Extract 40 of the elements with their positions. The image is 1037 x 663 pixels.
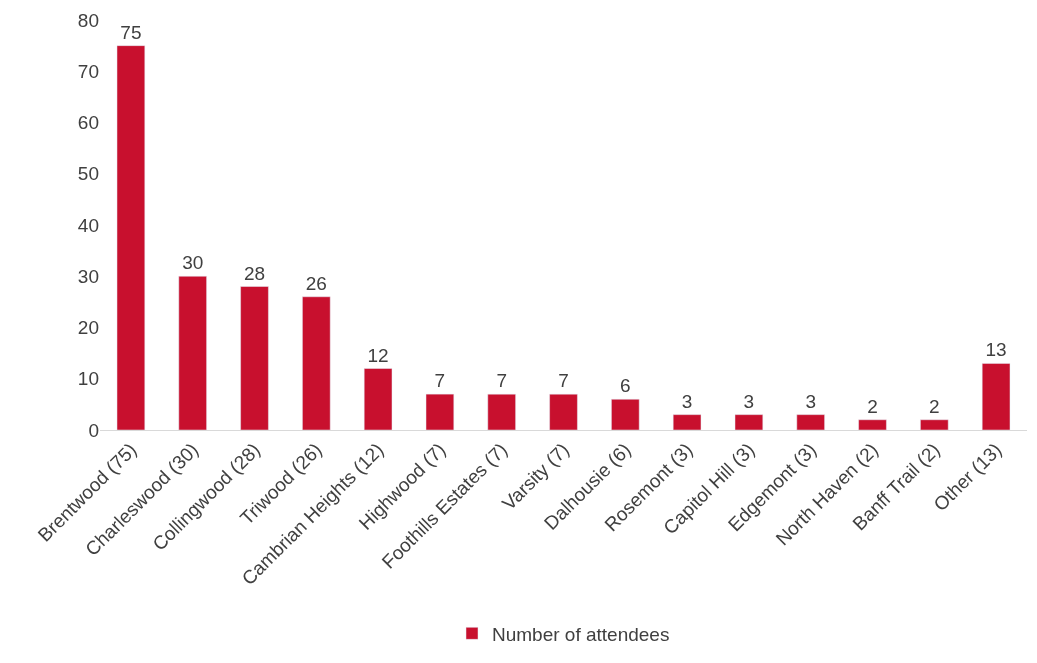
bar [734, 414, 764, 430]
data-label: 12 [367, 344, 389, 366]
data-label: 6 [620, 375, 631, 397]
bar [672, 414, 702, 430]
bar [240, 286, 269, 430]
data-label: 7 [434, 370, 446, 392]
bar [178, 276, 207, 430]
bar [920, 419, 949, 430]
y-tick-label: 50 [77, 163, 99, 185]
bar [487, 393, 516, 430]
bar [858, 419, 887, 430]
y-tick-label: 30 [77, 265, 99, 287]
bar [363, 368, 393, 430]
data-label: 28 [243, 262, 266, 284]
data-label: 3 [743, 390, 755, 412]
data-label: 3 [681, 390, 693, 412]
data-label: 26 [305, 272, 327, 294]
legend-label: Number of attendees [492, 623, 670, 645]
y-tick-label: 60 [77, 112, 99, 134]
y-tick-label: 0 [88, 419, 99, 441]
data-label: 2 [867, 395, 878, 417]
y-tick-label: 40 [77, 214, 99, 236]
bar [549, 393, 578, 430]
data-label: 2 [929, 395, 940, 417]
data-label: 7 [558, 370, 569, 392]
bar [796, 414, 825, 430]
data-label: 75 [120, 21, 142, 43]
bar [611, 399, 640, 430]
data-label: 30 [182, 252, 204, 274]
y-tick-label: 70 [77, 60, 99, 82]
y-tick-label: 10 [77, 368, 99, 390]
bar [425, 393, 455, 430]
bar [116, 45, 146, 430]
y-tick-label: 80 [77, 9, 99, 31]
data-label: 13 [985, 339, 1007, 361]
bar [981, 363, 1011, 430]
bar [302, 296, 331, 430]
data-label: 7 [496, 370, 507, 392]
y-tick-label: 20 [77, 317, 99, 339]
data-label: 3 [805, 390, 816, 412]
